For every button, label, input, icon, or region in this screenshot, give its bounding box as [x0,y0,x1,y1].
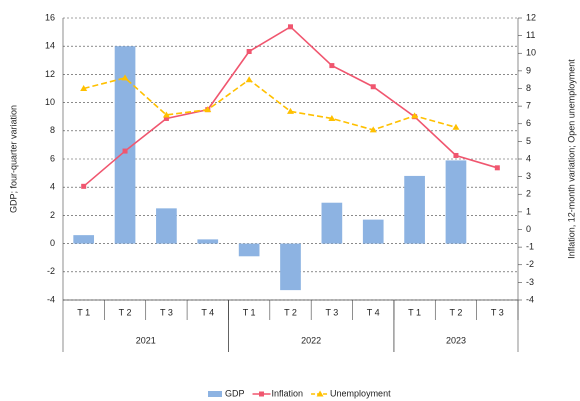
legend-marker [259,391,265,397]
point [81,183,87,189]
x-tick-label: T 4 [367,307,380,317]
bar [321,202,343,244]
legend-label: GDP [225,388,245,398]
group-label: 2021 [136,335,156,345]
bar [114,46,136,244]
point [329,63,335,69]
y-tick-label: 4 [50,182,55,192]
x-tick-label: T 4 [201,307,214,317]
x-tick-label: T 2 [119,307,132,317]
point [163,115,169,121]
y2-tick-label: 10 [526,48,536,58]
y2-tick-label: 0 [526,224,531,234]
line [83,77,457,131]
x-tick-label: T 1 [408,307,421,317]
legend-swatch [208,391,222,397]
y2-tick-label: 1 [526,206,531,216]
bar [73,235,95,244]
point [369,126,377,133]
point [494,165,500,171]
y2-tick-label: 7 [526,101,531,111]
bar [197,239,219,244]
point [245,76,253,83]
legend-label: Unemployment [330,388,391,398]
point [288,24,293,30]
bar [238,243,260,257]
line [83,25,498,187]
y-tick-label: -4 [47,294,55,304]
point [122,148,128,154]
y2-tick-label: 9 [526,65,531,75]
point [411,112,419,119]
point [287,107,294,114]
y-tick-label: 10 [45,97,55,107]
x-tick-label: T 1 [243,307,256,317]
point [453,152,459,158]
y-tick-label: 8 [50,125,55,135]
y2-tick-label: 3 [526,171,531,181]
y-tick-label: 2 [50,210,55,220]
y-tick-label: -2 [47,266,55,276]
point [328,114,336,121]
y-tick-label: 16 [45,12,55,22]
x-tick-label: T 2 [284,307,297,317]
point [162,111,170,118]
y-axis-title: GDP; four-quarter variation [8,105,18,213]
bar [280,243,301,291]
group-label: 2023 [446,335,466,345]
y-tick-label: 0 [50,238,55,248]
y2-tick-label: 6 [526,118,531,128]
legend-marker [316,390,324,397]
legend-label: Inflation [272,388,304,398]
point [452,123,460,130]
point [246,48,252,54]
y2-tick-label: 5 [526,136,531,146]
group-label: 2022 [301,335,321,345]
bar [362,219,384,244]
y2-tick-label: 4 [526,153,531,163]
y2-tick-label: 8 [526,83,531,93]
y2-tick-label: 2 [526,189,531,199]
y2-tick-label: -4 [526,294,534,304]
y-tick-label: 12 [45,69,55,79]
point [204,106,212,113]
y-tick-label: 6 [50,153,55,163]
y2-axis-title: Inflation, 12-month variation; Open unem… [566,59,576,259]
bar [404,175,425,244]
point [80,85,88,91]
y2-tick-label: 11 [526,30,535,40]
y2-tick-label: -1 [526,242,534,252]
x-tick-label: T 2 [450,307,463,317]
bar [156,208,177,244]
x-tick-label: T 1 [77,307,90,317]
point [121,74,129,81]
x-tick-label: T 3 [491,307,504,317]
y2-tick-label: -3 [526,277,534,287]
y-tick-label: 14 [45,41,55,51]
x-tick-label: T 3 [325,307,338,317]
bar [445,160,467,244]
point [370,84,376,90]
y2-tick-label: 12 [526,12,536,22]
y2-tick-label: -2 [526,259,534,269]
x-tick-label: T 3 [160,307,173,317]
